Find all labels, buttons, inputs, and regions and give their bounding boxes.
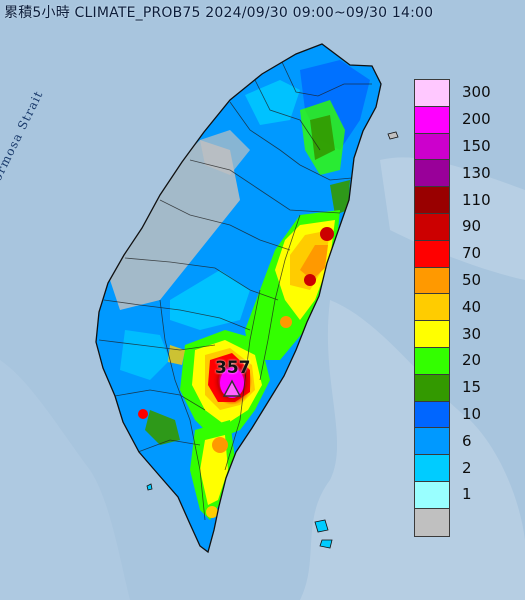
legend-swatch [415,213,449,241]
legend-swatch [415,321,449,348]
legend-swatch [415,294,449,322]
legend-label: 30 [462,324,482,343]
legend-label: 70 [462,244,482,263]
legend-label: 150 [462,137,491,155]
legend-label: 130 [462,163,491,182]
legend-swatch [415,133,449,161]
guishan-island [387,131,399,140]
legend-swatch [415,106,449,134]
legend-swatch [415,347,449,375]
legend-label: 15 [462,378,482,397]
xiaoliuqiu-island [146,483,153,491]
legend-label: 50 [462,271,482,289]
legend-swatch [415,187,449,214]
legend-label: 200 [462,110,491,129]
legend-label: 110 [462,190,491,209]
legend-swatch [415,267,449,295]
legend-label: 20 [462,351,482,370]
legend-swatch [415,160,449,188]
legend-label: 2 [462,458,472,477]
legend-swatch [415,508,449,536]
map-title: 累積5小時 CLIMATE_PROB75 2024/09/30 09:00~09… [4,5,434,21]
legend-label: 6 [462,431,472,450]
county-boundaries [98,61,372,521]
legend-swatch [415,374,449,402]
legend-swatch [415,401,449,429]
legend-swatch [415,481,449,509]
legend-swatch [415,240,449,268]
legend-label: 10 [462,405,482,423]
legend-swatch [415,428,449,456]
legend-label: 90 [462,217,482,236]
max-rainfall-marker [222,379,242,397]
max-value-label: 357 [215,358,251,378]
legend-label: 300 [462,83,491,102]
legend-label: 1 [462,485,472,504]
legend-swatch [415,455,449,482]
orchid-island [319,539,333,549]
cloud-texture-3 [0,360,130,600]
cloud-texture [300,300,525,600]
legend-swatch [415,80,449,107]
green-island [314,519,329,533]
taiwan-outline [95,43,382,554]
legend-label: 40 [462,297,482,316]
color-legend [414,79,450,537]
